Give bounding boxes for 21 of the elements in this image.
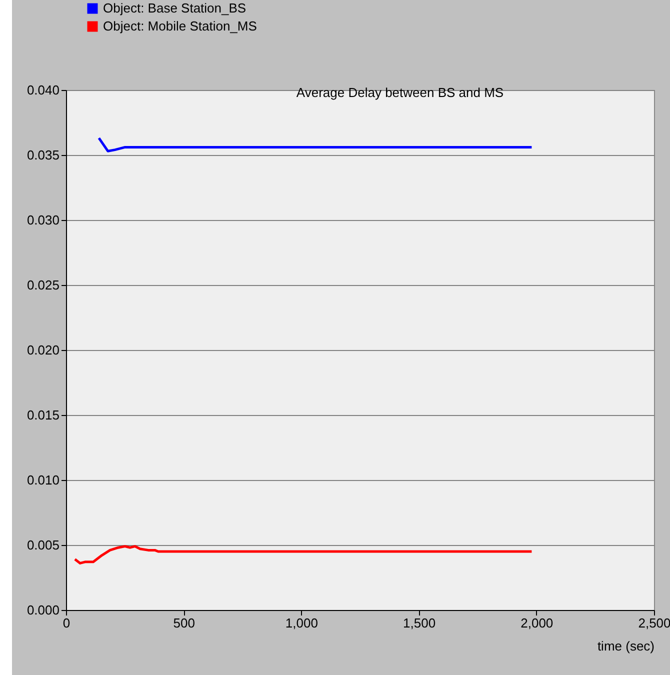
y-tick-label: 0.020	[26, 342, 60, 358]
chart-title: Average Delay between BS and MS	[296, 85, 504, 100]
x-tick-label: 0	[62, 616, 70, 630]
y-tick-label: 0.040	[26, 82, 60, 98]
y-tick-label: 0.005	[26, 538, 60, 552]
line-series	[98, 136, 533, 152]
x-tick-label: 1,000	[285, 616, 318, 630]
x-tick-label: 500	[173, 616, 195, 630]
x-tick-label: 1,500	[403, 616, 436, 630]
legend-label: Object: Mobile Station_MS	[103, 18, 258, 34]
legend-label: Object: Base Station_BS	[103, 0, 246, 16]
y-tick-label: 0.025	[26, 278, 60, 292]
x-tick-label: 2,000	[520, 616, 554, 630]
y-tick-label: 0.000	[26, 602, 60, 618]
y-tick-label: 0.015	[26, 408, 60, 422]
y-tick-label: 0.030	[26, 212, 60, 228]
x-tick-label: 2,500	[638, 616, 670, 630]
line-series	[74, 545, 533, 564]
y-tick-label: 0.035	[26, 148, 60, 162]
y-tick-label: 0.010	[26, 472, 60, 488]
x-axis-title: time (sec)	[597, 638, 654, 654]
